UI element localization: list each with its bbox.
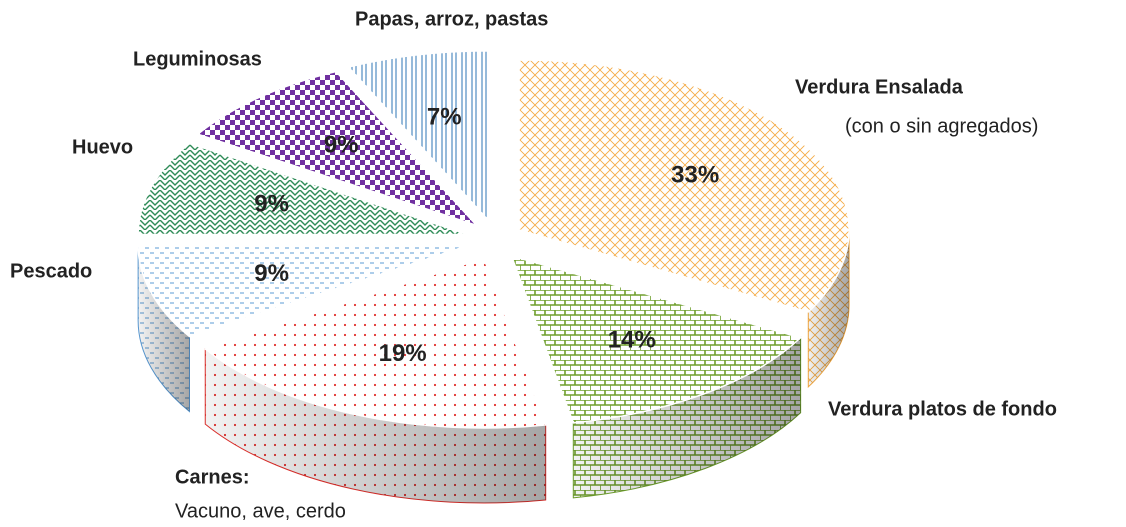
slice — [518, 59, 850, 389]
slice-top — [137, 142, 469, 236]
slice — [203, 257, 547, 504]
data-label: 7% — [427, 103, 462, 130]
data-label: 33% — [671, 162, 719, 189]
category-detail: Vacuno, ave, cerdo — [175, 500, 346, 522]
slice-wall-shade — [205, 349, 546, 503]
data-label: 19% — [379, 340, 427, 367]
slice — [137, 142, 469, 236]
data-label: 14% — [608, 326, 656, 353]
category-label: Pescado — [10, 260, 92, 282]
slice-wall-shade — [138, 245, 190, 412]
slice-top — [510, 254, 803, 424]
slice — [137, 244, 469, 413]
category-detail: (con o sin agregados) — [845, 115, 1038, 137]
slice-top — [518, 59, 850, 313]
data-label: 9% — [254, 260, 289, 287]
slice — [510, 254, 803, 499]
category-label: Carnes: — [175, 466, 249, 488]
category-label: Verdura Ensalada — [795, 76, 964, 98]
slice — [346, 50, 490, 223]
slice-wall-shade — [808, 230, 850, 387]
category-label: Verdura platos de fondo — [828, 398, 1057, 420]
slice-wall-shade — [573, 337, 801, 498]
data-label: 9% — [254, 190, 289, 217]
category-label: Huevo — [72, 136, 133, 158]
slice — [196, 70, 479, 227]
data-label: 9% — [324, 132, 359, 159]
category-label: Leguminosas — [133, 48, 262, 70]
slice-top — [346, 50, 490, 223]
slice-top — [137, 244, 469, 338]
category-label: Papas, arroz, pastas — [355, 8, 548, 30]
slice-top — [196, 70, 479, 227]
slice-top — [203, 257, 547, 429]
